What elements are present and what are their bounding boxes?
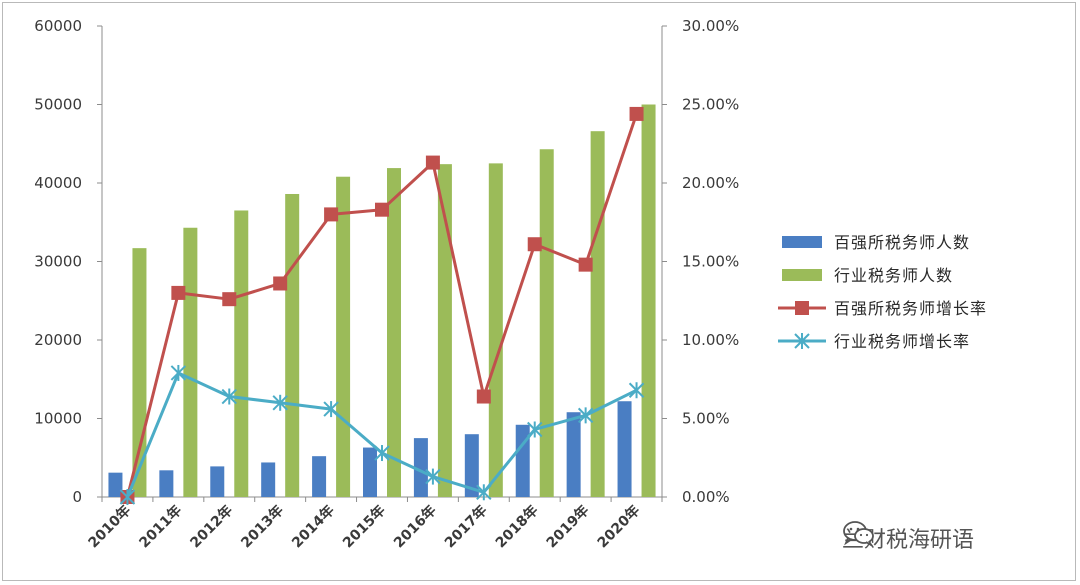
legend-marker-square: [795, 301, 809, 315]
bar-top100-firms: [159, 470, 174, 497]
line-point-square: [222, 292, 237, 307]
bar-top100-firms: [261, 462, 276, 497]
bar-top100-firms: [108, 472, 123, 497]
y-right-tick-label: 20.00%: [682, 174, 739, 192]
line-point-star: [272, 394, 288, 411]
bar-industry: [590, 131, 605, 497]
legend-label: 百强所税务师人数: [834, 233, 970, 252]
line-point-square: [171, 285, 186, 300]
line-point-square: [527, 237, 542, 252]
y-left-tick-label: 50000: [34, 96, 82, 114]
y-right-tick-label: 15.00%: [682, 253, 739, 271]
line-point-star: [577, 407, 594, 424]
y-right-tick-label: 5.00%: [682, 410, 730, 428]
y-right-tick-label: 0.00%: [682, 488, 730, 506]
line-point-star: [628, 382, 645, 399]
watermark: 兰财税海研语: [842, 520, 974, 556]
y-left-tick-label: 30000: [34, 253, 82, 271]
x-tick-label: 2018年: [492, 502, 541, 551]
bar-industry: [183, 227, 198, 497]
y-right-tick-label: 10.00%: [682, 331, 739, 349]
x-tick-label: 2017年: [441, 502, 490, 551]
x-tick-label: 2020年: [594, 502, 643, 551]
y-right-tick-label: 30.00%: [682, 17, 739, 35]
x-tick-label: 2012年: [187, 502, 236, 551]
line-point-star: [425, 468, 441, 485]
x-tick-label: 2016年: [390, 502, 439, 551]
bar-industry: [234, 210, 249, 497]
x-tick-label: 2010年: [85, 502, 134, 551]
y-left-tick-label: 40000: [34, 174, 82, 192]
wechat-icon: [843, 521, 874, 548]
line-point-star: [374, 445, 390, 462]
bar-top100-firms: [210, 466, 225, 497]
bar-top100-firms: [515, 424, 530, 497]
x-tick-label: 2015年: [339, 502, 388, 551]
y-left-tick-label: 0: [72, 488, 82, 506]
legend-swatch: [782, 236, 822, 248]
legend-marker-star: [794, 333, 810, 349]
line-point-star: [323, 401, 339, 418]
line-point-square: [578, 257, 593, 272]
line-point-star: [527, 421, 543, 438]
x-tick-label: 2011年: [136, 502, 185, 551]
line-point-square: [425, 155, 440, 170]
line-point-square: [273, 276, 288, 291]
bar-top100-firms: [312, 456, 327, 497]
y-right-tick-label: 25.00%: [682, 96, 739, 114]
line-point-star: [119, 489, 136, 505]
line-point-star: [476, 484, 492, 501]
line-point-square: [476, 389, 491, 404]
line-point-square: [375, 202, 389, 217]
y-left-tick-label: 20000: [34, 331, 82, 349]
line-series-1: [125, 113, 638, 498]
bar-industry: [336, 176, 351, 497]
bar-top100-firms: [566, 412, 581, 497]
bar-top100-firms: [363, 447, 377, 497]
bar-top100-firms: [413, 438, 428, 497]
line-point-star: [170, 364, 187, 381]
legend-label: 百强所税务师增长率: [834, 299, 987, 318]
x-tick-label: 2014年: [288, 502, 337, 551]
y-left-tick-label: 10000: [34, 410, 82, 428]
bar-industry: [437, 164, 452, 497]
y-left-tick-label: 60000: [34, 17, 82, 35]
x-tick-label: 2019年: [543, 502, 592, 551]
bar-industry: [641, 104, 656, 497]
line-point-square: [324, 207, 339, 222]
line-point-square: [629, 106, 644, 121]
legend-label: 行业税务师人数: [834, 266, 953, 285]
bar-industry: [488, 163, 503, 497]
bar-industry: [539, 149, 554, 497]
bar-top100-firms: [464, 434, 479, 497]
x-tick-label: 2013年: [238, 502, 287, 551]
line-point-star: [221, 388, 237, 405]
bar-top100-firms: [617, 401, 632, 497]
bar-industry: [285, 193, 300, 498]
bar-industry: [387, 168, 401, 497]
legend-label: 行业税务师增长率: [834, 332, 970, 351]
line-series-2: [126, 371, 638, 498]
legend-swatch: [782, 269, 822, 281]
